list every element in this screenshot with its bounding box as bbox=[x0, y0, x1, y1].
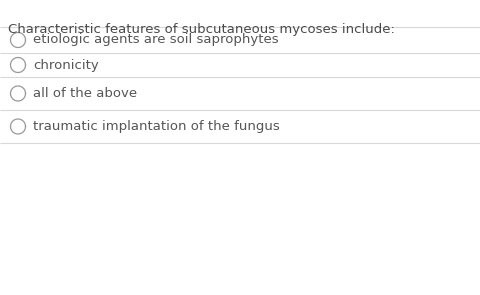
Text: Characteristic features of subcutaneous mycoses include:: Characteristic features of subcutaneous … bbox=[8, 23, 395, 36]
Text: traumatic implantation of the fungus: traumatic implantation of the fungus bbox=[33, 120, 280, 133]
Text: etiologic agents are soil saprophytes: etiologic agents are soil saprophytes bbox=[33, 34, 278, 47]
Text: chronicity: chronicity bbox=[33, 58, 99, 71]
Text: all of the above: all of the above bbox=[33, 87, 137, 100]
